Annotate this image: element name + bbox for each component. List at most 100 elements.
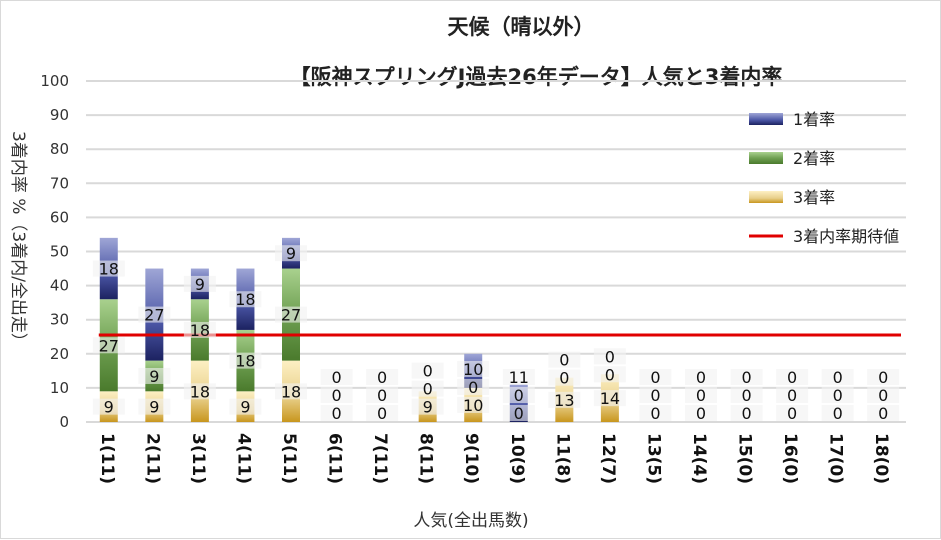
data-label: 13	[548, 391, 581, 410]
data-label: 18	[183, 321, 216, 340]
svg-text:9: 9	[195, 275, 205, 294]
x-tick-label: 2(11)	[142, 433, 162, 484]
data-label: 0	[821, 386, 854, 405]
data-label: 0	[776, 386, 809, 405]
svg-text:14: 14	[600, 389, 620, 408]
x-tick-label: 12(7)	[598, 433, 618, 484]
legend-item: 3着内率期待値	[749, 227, 899, 246]
data-label: 9	[138, 367, 171, 386]
legend-label: 2着率	[793, 149, 835, 168]
svg-text:0: 0	[331, 386, 341, 405]
data-label: 0	[593, 365, 626, 384]
svg-text:0: 0	[787, 404, 797, 423]
legend-label: 1着率	[793, 110, 835, 129]
data-label: 18	[92, 260, 125, 279]
svg-text:0: 0	[878, 404, 888, 423]
svg-text:27: 27	[99, 336, 119, 355]
svg-text:9: 9	[423, 398, 433, 417]
data-label: 11	[502, 368, 535, 387]
legend-label: 3着率	[793, 188, 835, 207]
data-label: 10	[457, 360, 490, 379]
svg-text:0: 0	[468, 378, 478, 397]
data-label: 0	[730, 368, 763, 387]
svg-text:0: 0	[696, 404, 706, 423]
svg-text:0: 0	[605, 347, 615, 366]
svg-text:0: 0	[331, 404, 341, 423]
data-label: 18	[183, 382, 216, 401]
svg-text:0: 0	[650, 404, 660, 423]
svg-text:10: 10	[463, 360, 483, 379]
y-tick-label: 20	[50, 345, 69, 363]
data-label: 14	[593, 389, 626, 408]
data-label: 27	[92, 336, 125, 355]
svg-text:11: 11	[509, 368, 529, 387]
svg-text:0: 0	[377, 404, 387, 423]
svg-text:18: 18	[99, 260, 119, 279]
svg-text:0: 0	[514, 386, 524, 405]
svg-text:0: 0	[741, 404, 751, 423]
data-label: 0	[366, 368, 399, 387]
svg-text:27: 27	[281, 306, 301, 325]
data-label: 0	[776, 368, 809, 387]
chart-subtitle: 【阪神スプリングJ過去26年データ】人気と3着内率	[290, 65, 783, 89]
svg-text:0: 0	[878, 386, 888, 405]
x-tick-label: 3(11)	[188, 433, 208, 484]
x-tick-label: 6(11)	[325, 433, 345, 484]
data-label: 0	[593, 347, 626, 366]
data-label: 27	[275, 306, 307, 325]
svg-text:10: 10	[463, 396, 483, 415]
svg-text:18: 18	[190, 321, 210, 340]
x-tick-label: 1(11)	[97, 433, 117, 484]
legend-swatch	[749, 191, 783, 203]
svg-text:0: 0	[650, 368, 660, 387]
data-label: 0	[867, 404, 900, 423]
data-label: 0	[867, 386, 900, 405]
y-tick-label: 100	[40, 72, 69, 90]
svg-text:18: 18	[235, 290, 255, 309]
data-label: 0	[730, 386, 763, 405]
svg-text:0: 0	[423, 380, 433, 399]
data-label: 0	[639, 404, 672, 423]
svg-text:0: 0	[741, 386, 751, 405]
data-label: 9	[411, 398, 444, 417]
data-label: 0	[776, 404, 809, 423]
y-tick-label: 60	[50, 208, 69, 226]
legend-swatch	[749, 113, 783, 125]
x-tick-label: 4(11)	[233, 433, 253, 484]
data-label: 0	[730, 404, 763, 423]
y-tick-label: 80	[50, 140, 69, 158]
data-label: 9	[183, 275, 216, 294]
svg-text:0: 0	[833, 404, 843, 423]
data-label: 18	[229, 290, 262, 309]
svg-text:0: 0	[377, 386, 387, 405]
svg-text:0: 0	[377, 368, 387, 387]
legend-item: 2着率	[749, 149, 835, 168]
svg-text:0: 0	[696, 386, 706, 405]
data-label: 0	[320, 404, 353, 423]
x-tick-label: 11(8)	[552, 433, 572, 484]
data-label: 0	[320, 368, 353, 387]
data-label: 0	[502, 386, 535, 405]
svg-text:0: 0	[605, 365, 615, 384]
svg-text:0: 0	[559, 351, 569, 370]
svg-text:0: 0	[331, 368, 341, 387]
y-tick-label: 30	[50, 311, 69, 329]
y-tick-label: 70	[50, 174, 69, 192]
y-tick-label: 0	[59, 413, 69, 431]
data-label: 9	[275, 244, 307, 263]
legend-swatch	[749, 152, 783, 164]
x-tick-label: 7(11)	[370, 433, 390, 484]
data-label: 0	[320, 386, 353, 405]
data-label: 0	[502, 404, 535, 423]
x-axis-label: 人気(全出馬数)	[413, 511, 528, 531]
data-label: 0	[548, 351, 581, 370]
svg-text:27: 27	[144, 306, 164, 325]
data-label: 0	[366, 404, 399, 423]
svg-text:0: 0	[741, 368, 751, 387]
data-label: 0	[685, 368, 717, 387]
data-label: 0	[821, 404, 854, 423]
svg-text:9: 9	[149, 367, 159, 386]
data-label: 9	[92, 398, 125, 417]
svg-text:0: 0	[514, 404, 524, 423]
